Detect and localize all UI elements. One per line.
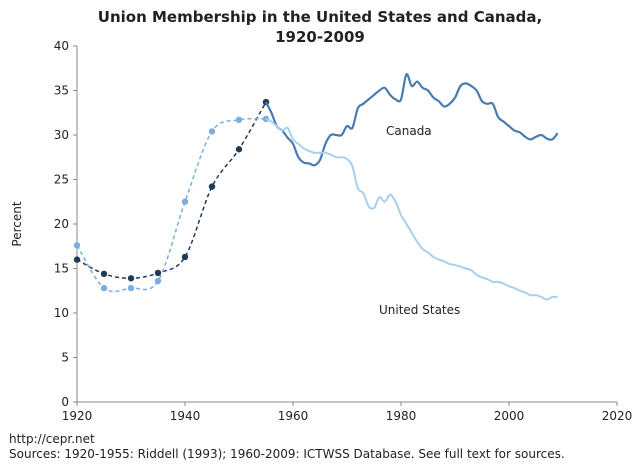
united-states-point-1925: [100, 284, 108, 292]
canada-early-dashed-line: [76, 101, 267, 280]
united-states-point-1920: [73, 242, 81, 249]
canada-point-1950: [235, 146, 243, 153]
y-tick-label: 10: [54, 306, 69, 320]
united-states-line: [265, 118, 558, 301]
united-states-point-1950: [235, 116, 243, 124]
footer-url[interactable]: http://cepr.net: [9, 432, 95, 446]
chart-title-line-1: Union Membership in the United States an…: [97, 8, 543, 26]
y-tick-label: 5: [61, 351, 69, 365]
y-tick-label: 35: [54, 84, 69, 98]
x-tick-label: 1940: [170, 409, 201, 423]
united-states-point-1935: [154, 277, 162, 285]
canada-line: [265, 73, 559, 167]
y-tick-label: 40: [54, 39, 69, 53]
canada-point-1935: [154, 269, 162, 277]
y-tick-label: 30: [54, 128, 69, 142]
y-tick-label: 0: [61, 395, 69, 409]
x-tick-label: 1920: [62, 409, 93, 423]
chart-title-line-2: 1920-2009: [275, 28, 365, 46]
footer-sources: Sources: 1920-1955: Riddell (1993); 1960…: [9, 447, 565, 461]
canada-point-1930: [127, 275, 135, 282]
y-tick-label: 20: [54, 217, 69, 231]
y-tick-label: 15: [54, 262, 69, 276]
x-tick-label: 1980: [386, 409, 417, 423]
canada-point-1920: [73, 256, 81, 263]
canada-point-1940: [181, 253, 189, 261]
united-states-point-1940: [181, 198, 189, 205]
x-tick-label: 1960: [278, 409, 309, 423]
x-tick-label: 2000: [494, 409, 525, 423]
canada-point-1925: [100, 270, 108, 278]
x-tick-label: 2020: [602, 409, 633, 423]
y-tick-label: 25: [54, 173, 69, 187]
united-states-point-1945: [208, 128, 216, 135]
canada-point-1945: [208, 183, 216, 190]
y-axis-label: Percent: [10, 201, 24, 246]
united-states-early-dashed-line: [76, 117, 267, 293]
annotation-canada: Canada: [386, 124, 432, 138]
annotation-united-states: United States: [379, 303, 460, 317]
united-states-point-1930: [127, 284, 135, 292]
